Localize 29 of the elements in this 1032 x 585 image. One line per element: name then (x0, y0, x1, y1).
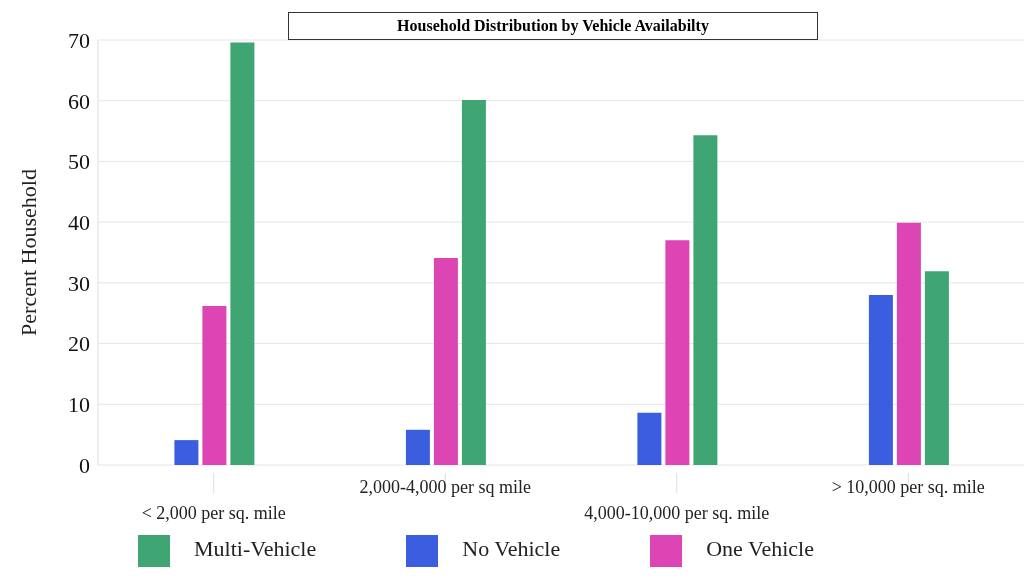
chart-title: Household Distribution by Vehicle Availabilty (288, 12, 818, 40)
bar (665, 240, 690, 465)
bar (924, 271, 949, 465)
legend-label: No Vehicle (462, 536, 561, 562)
y-tick-label: 10 (68, 392, 90, 418)
y-tick-label: 30 (68, 270, 90, 296)
y-tick-label: 0 (79, 452, 90, 478)
x-tick-label: 2,000-4,000 per sq mile (359, 477, 531, 497)
legend-label: Multi-Vehicle (194, 536, 317, 562)
bar (896, 222, 921, 465)
x-tick-label: < 2,000 per sq. mile (141, 503, 286, 523)
bar (433, 257, 458, 465)
legend-label: One Vehicle (706, 536, 814, 562)
bar (230, 42, 255, 465)
bar (405, 429, 430, 465)
bar (174, 440, 199, 465)
y-tick-label: 60 (68, 88, 90, 114)
bar (693, 135, 718, 465)
y-tick-label: 40 (68, 209, 90, 235)
x-tick-label: 4,000-10,000 per sq. mile (584, 503, 770, 523)
y-axis-title: Percent Household (15, 169, 41, 336)
bar (868, 295, 893, 465)
bar (637, 412, 662, 465)
x-tick-label: > 10,000 per sq. mile (831, 477, 985, 497)
y-tick-label: 20 (68, 331, 90, 357)
bar (202, 305, 227, 465)
y-tick-label: 50 (68, 149, 90, 175)
y-tick-label: 70 (68, 27, 90, 53)
bar (461, 100, 486, 465)
